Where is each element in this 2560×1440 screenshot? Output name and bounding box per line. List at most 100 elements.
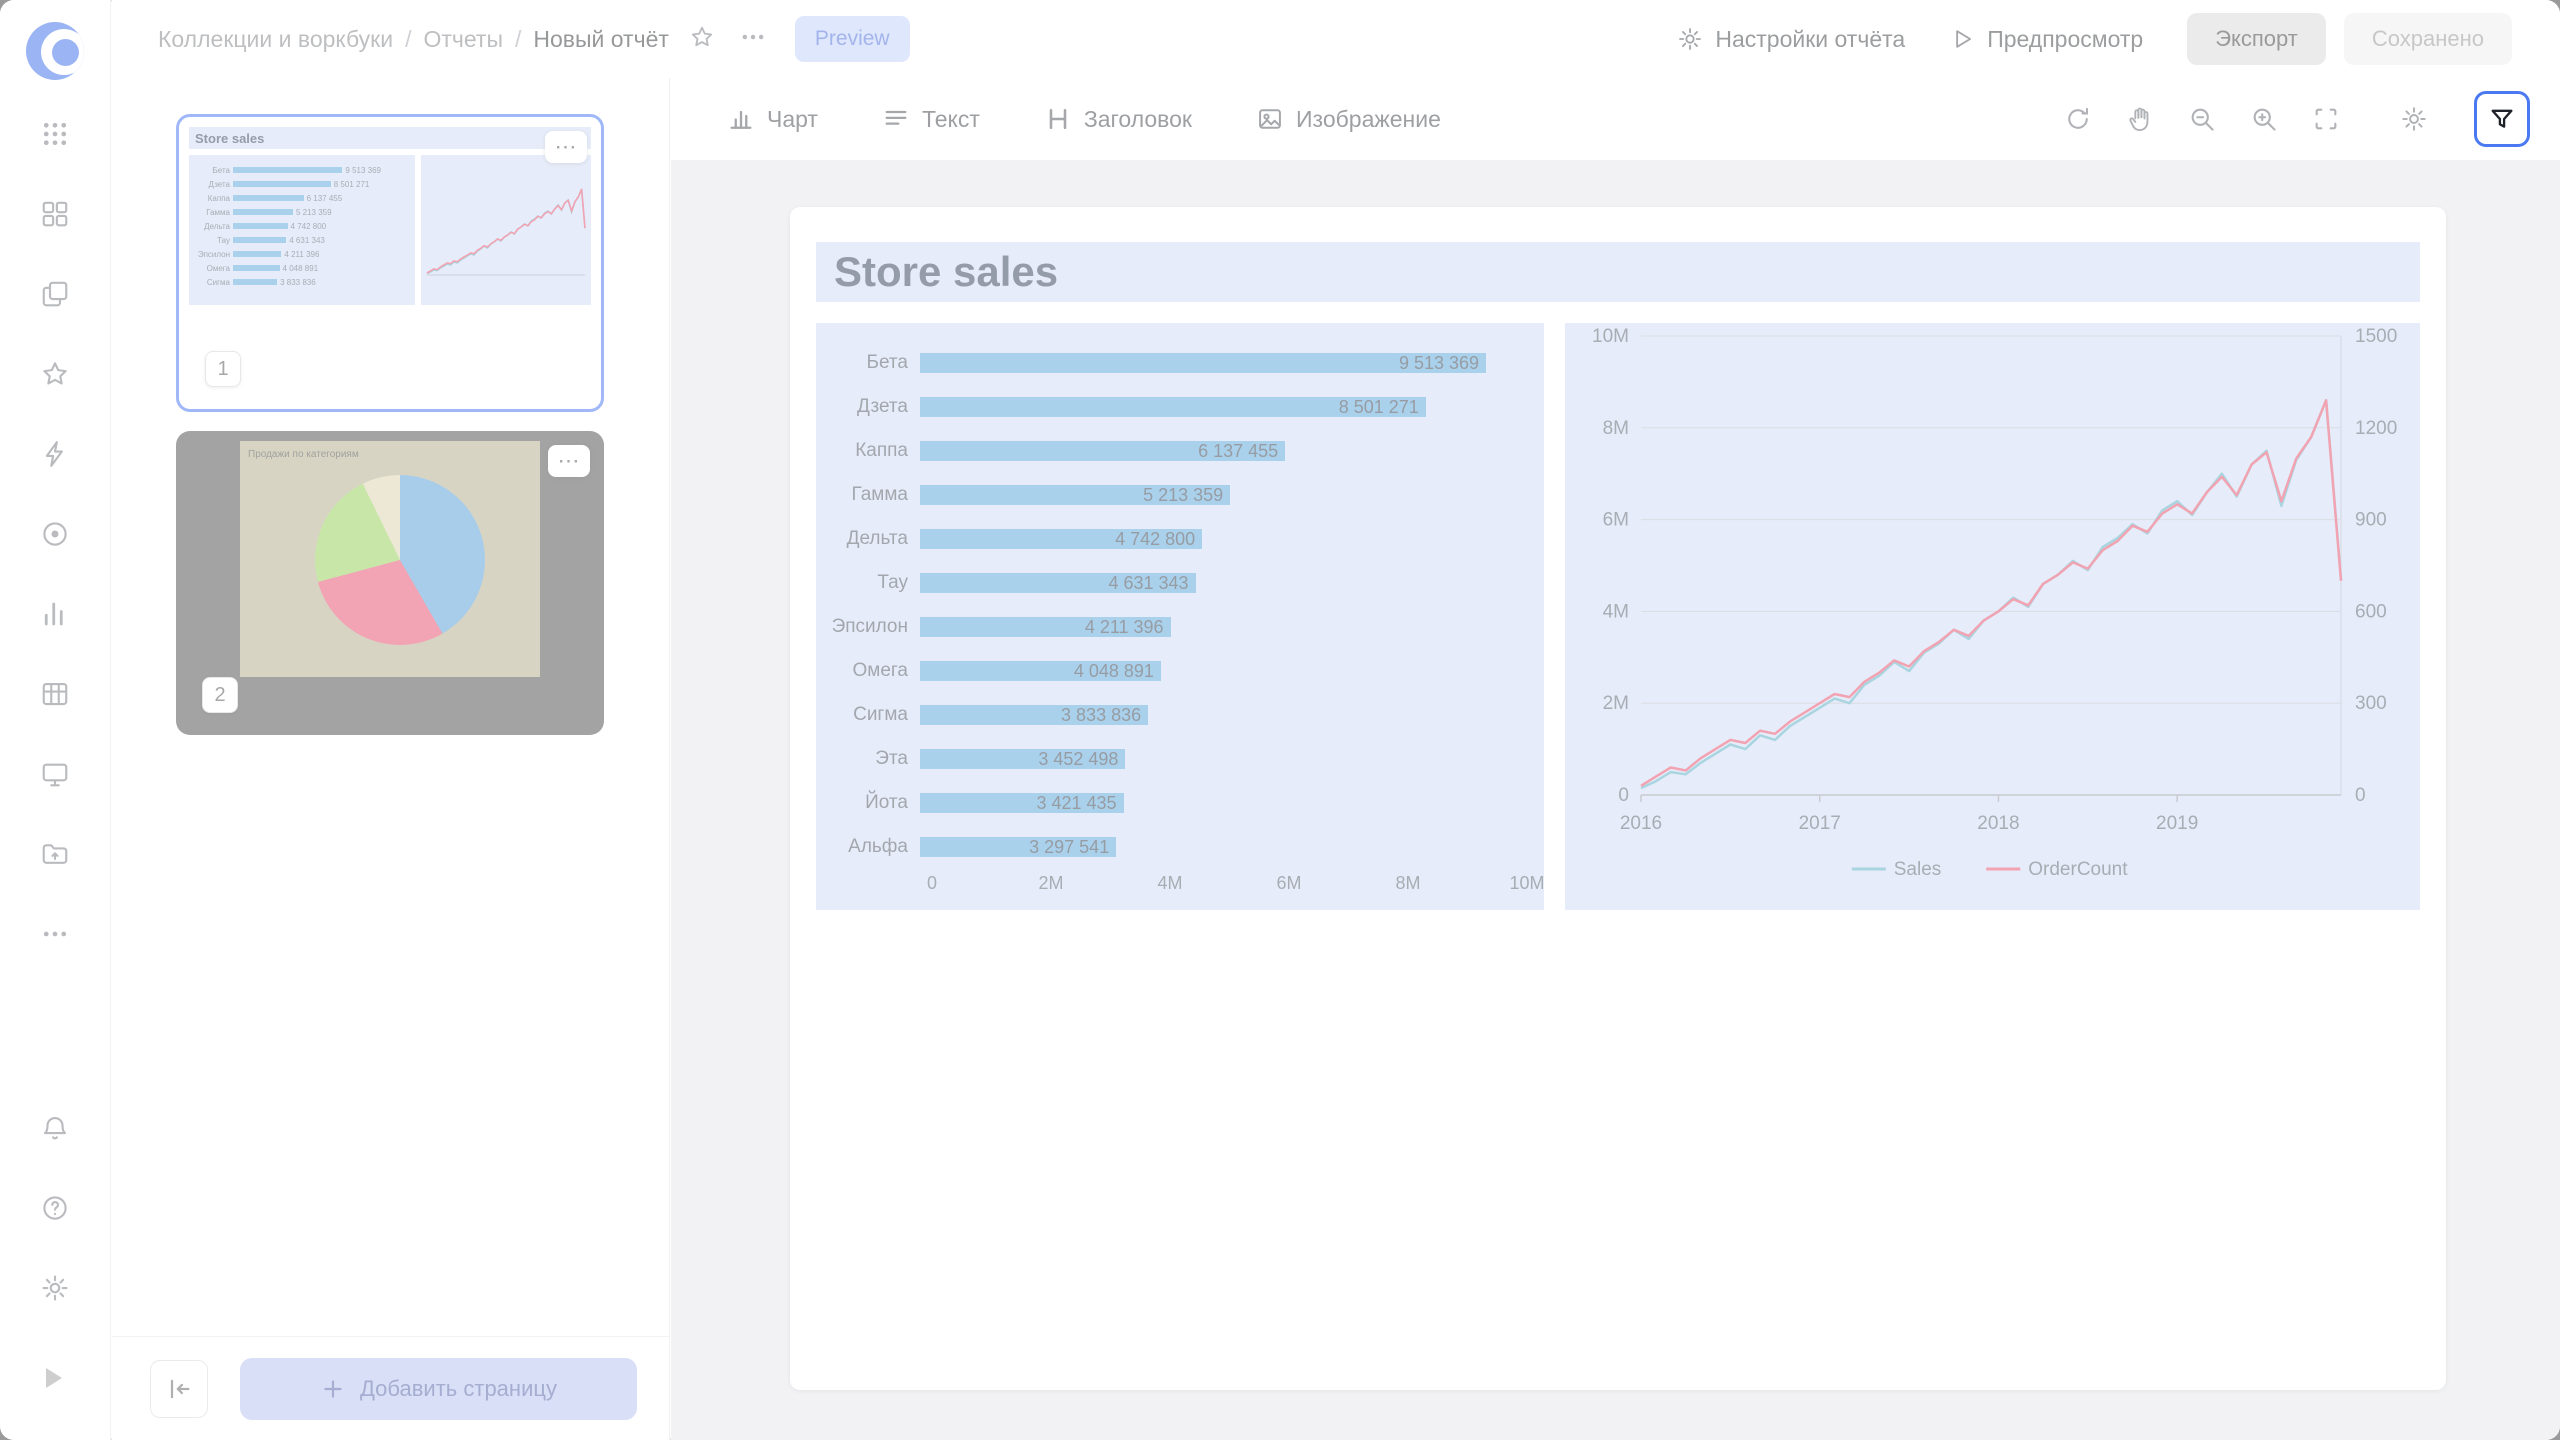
report-page: Store sales Бета 9 513 369 Дзета 8 501 271 К…: [790, 207, 2446, 1390]
svg-text:2019: 2019: [2156, 813, 2198, 834]
bar-row: Омега 4 048 891: [830, 649, 1530, 693]
settings-gear-icon[interactable]: [31, 1264, 79, 1312]
bar-chart-widget[interactable]: Бета 9 513 369 Дзета 8 501 271 Каппа 6 137 45…: [816, 323, 1545, 910]
export-button[interactable]: Экспорт: [2187, 13, 2326, 65]
text-lines-icon: [882, 105, 910, 133]
expand-rail-triangle-icon[interactable]: [46, 1368, 62, 1388]
tool-text-label: Текст: [921, 105, 980, 132]
monitor-icon[interactable]: [31, 750, 79, 798]
bar-chart-rows: Бета 9 513 369 Дзета 8 501 271 Каппа 6 137 45…: [830, 341, 1530, 869]
plus-icon: [324, 1379, 342, 1398]
preview-button[interactable]: Предпросмотр: [1949, 26, 2143, 53]
zoom-in-icon[interactable]: [2250, 105, 2278, 133]
dashboards-icon[interactable]: [31, 190, 79, 238]
charts-icon[interactable]: [31, 590, 79, 638]
saved-button[interactable]: Сохранено: [2343, 13, 2512, 65]
workspace: Чарт Текст Заголовок: [671, 78, 2560, 1440]
title-widget[interactable]: Store sales: [816, 242, 2420, 302]
storage-folder-icon[interactable]: [31, 830, 79, 878]
bar-row: Эпсилон 4 211 396: [830, 605, 1530, 649]
thumb1-title-band: Store sales: [189, 127, 591, 149]
bar-row: Тау 4 631 343: [830, 561, 1530, 605]
report-settings-label: Настройки отчёта: [1715, 25, 1906, 52]
thumb2-title: Продажи по категориям: [248, 449, 359, 460]
column-chart-icon: [727, 105, 755, 133]
breadcrumb-separator: /: [405, 25, 412, 52]
favorite-star-icon[interactable]: [689, 24, 715, 55]
fit-to-screen-icon[interactable]: [2312, 105, 2340, 133]
tool-chart-label: Чарт: [767, 105, 818, 132]
notifications-bell-icon[interactable]: [31, 1104, 79, 1152]
bar-row: Дзета 8 501 271: [830, 385, 1530, 429]
disc-icon[interactable]: [31, 510, 79, 558]
thumb1-mini-bar-chart: Бета 9 513 369 Дзета 8 501 271 Каппа 6 137 45…: [189, 155, 415, 305]
image-icon: [1256, 105, 1284, 133]
add-page-button[interactable]: Добавить страницу: [240, 1357, 637, 1420]
collections-icon[interactable]: [31, 270, 79, 318]
refresh-icon[interactable]: [2064, 105, 2092, 133]
svg-text:2016: 2016: [1620, 813, 1662, 834]
help-icon[interactable]: [31, 1184, 79, 1232]
bar-row: Дельта 4 742 800: [830, 517, 1530, 561]
pan-hand-icon[interactable]: [2126, 105, 2154, 133]
pages-panel: Store sales Бета 9 513 369 Дзета 8 501 271 К…: [112, 78, 670, 1440]
workspace-toolbar: Чарт Текст Заголовок: [671, 78, 2560, 160]
thumb1-title: Store sales: [195, 130, 265, 146]
zoom-out-icon[interactable]: [2188, 105, 2216, 133]
thumb1-menu-dots-button[interactable]: ⋯: [545, 131, 587, 163]
datalens-logo-icon[interactable]: [26, 22, 84, 80]
thumb2-pie-chart: [315, 475, 485, 645]
apps-grid-icon[interactable]: [31, 110, 79, 158]
lightning-icon[interactable]: [31, 430, 79, 478]
report-settings-button[interactable]: Настройки отчёта: [1677, 26, 1905, 53]
svg-text:4M: 4M: [1603, 601, 1629, 622]
svg-text:2017: 2017: [1799, 813, 1841, 834]
svg-text:1200: 1200: [2355, 418, 2397, 439]
svg-text:OrderCount: OrderCount: [2028, 859, 2128, 880]
svg-text:6M: 6M: [1603, 510, 1629, 531]
breadcrumb-collections[interactable]: Коллекции и воркбуки: [158, 25, 394, 52]
svg-text:2M: 2M: [1603, 693, 1629, 714]
line-chart-widget[interactable]: 0 0 2M 300 4M 600 6M 900 8M 1200 10M 1500 2016 2017 20…: [1565, 323, 2420, 910]
svg-text:600: 600: [2355, 601, 2387, 622]
preview-badge: Preview: [794, 16, 910, 62]
favorites-star-icon[interactable]: [31, 350, 79, 398]
thumb2-page-number: 2: [202, 677, 238, 713]
thumb2-menu-dots-button[interactable]: ⋯: [548, 445, 590, 477]
tool-text[interactable]: Текст: [882, 105, 980, 133]
left-rail: [0, 0, 111, 1440]
more-ellipsis-icon[interactable]: [31, 910, 79, 958]
breadcrumb-current-report: Новый отчёт: [533, 25, 669, 52]
tool-image-label: Изображение: [1296, 105, 1441, 132]
report-menu-dots-icon[interactable]: [739, 23, 767, 56]
bar-row: Гамма 5 213 359: [830, 473, 1530, 517]
gear-icon: [1677, 26, 1703, 52]
report-canvas: Store sales Бета 9 513 369 Дзета 8 501 271 К…: [671, 160, 2560, 1440]
tool-image[interactable]: Изображение: [1256, 105, 1441, 133]
preview-label: Предпросмотр: [1987, 25, 2144, 52]
line-chart: 0 0 2M 300 4M 600 6M 900 8M 1200 10M 1500 2016 2017 20…: [1592, 326, 2397, 880]
svg-text:1500: 1500: [2355, 326, 2397, 347]
svg-text:8M: 8M: [1603, 418, 1629, 439]
svg-text:300: 300: [2355, 693, 2387, 714]
page-thumbnail-1[interactable]: Store sales Бета 9 513 369 Дзета 8 501 271 К…: [176, 114, 604, 412]
tool-heading[interactable]: Заголовок: [1044, 105, 1192, 133]
collapse-panel-button[interactable]: [150, 1359, 208, 1418]
bar-row: Йота 3 421 435: [830, 781, 1530, 825]
filters-button-highlighted[interactable]: [2474, 91, 2530, 147]
page-title: Store sales: [834, 248, 1059, 295]
breadcrumb: Коллекции и воркбуки / Отчеты / Новый от…: [158, 26, 669, 53]
canvas-settings-gear-icon[interactable]: [2400, 105, 2428, 133]
datasets-table-icon[interactable]: [31, 670, 79, 718]
heading-h-icon: [1044, 105, 1072, 133]
bar-row: Бета 9 513 369: [830, 341, 1530, 385]
tool-heading-label: Заголовок: [1083, 105, 1192, 132]
thumb1-page-number: 1: [205, 351, 241, 387]
breadcrumb-reports[interactable]: Отчеты: [423, 25, 503, 52]
tool-chart[interactable]: Чарт: [727, 105, 818, 133]
breadcrumb-separator: /: [514, 25, 522, 52]
page-thumbnail-2[interactable]: Продажи по категориям ⋯ 2: [176, 431, 604, 735]
pages-panel-footer: Добавить страницу: [112, 1336, 669, 1440]
bar-chart-x-axis: 0 2M 4M 6M 8M 10M: [926, 873, 1545, 893]
play-icon: [1949, 26, 1975, 52]
